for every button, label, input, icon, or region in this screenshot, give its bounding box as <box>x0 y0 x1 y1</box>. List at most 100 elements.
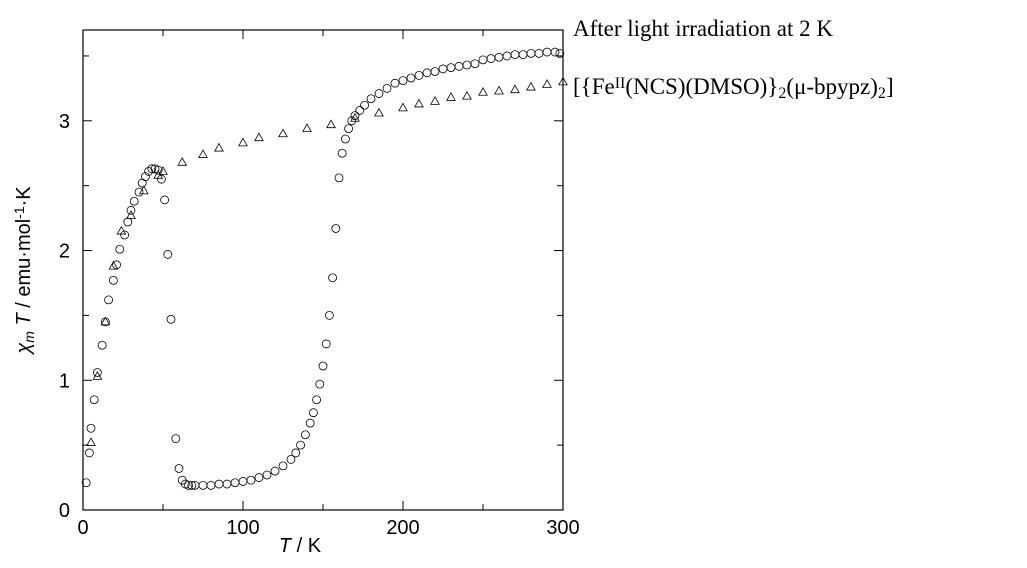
triangle-point <box>86 437 96 446</box>
circle-point <box>366 94 376 104</box>
circle-point <box>462 60 472 70</box>
circle-point <box>542 47 552 57</box>
circle-point <box>337 148 347 158</box>
triangle-point <box>177 157 188 166</box>
triangle-point <box>558 76 568 86</box>
triangle-point <box>100 316 111 326</box>
text-part: / K <box>291 535 322 557</box>
circle-point <box>109 275 118 285</box>
y-tick-label: 0 <box>59 500 70 522</box>
text-part: ·K <box>13 186 35 207</box>
circle-point <box>382 83 392 93</box>
triangle-point <box>92 371 103 380</box>
circle-point <box>206 480 216 490</box>
circle-point <box>270 466 280 476</box>
triangle-point <box>238 137 248 147</box>
x-tick-label: 200 <box>386 517 419 539</box>
text-part: / emu·mol <box>13 219 35 313</box>
circle-point <box>334 173 344 183</box>
circle-point <box>350 111 360 121</box>
circle-point <box>534 48 544 58</box>
plot-frame <box>82 29 564 511</box>
x-tick-label: 300 <box>546 517 579 539</box>
circle-point <box>414 71 424 80</box>
circle-point <box>238 477 248 486</box>
circle-point <box>300 430 310 440</box>
y-tick-label: 3 <box>59 111 70 133</box>
triangle-point <box>326 119 336 129</box>
circle-point <box>308 408 318 418</box>
text-part: T <box>13 311 35 325</box>
circle-point <box>187 480 197 490</box>
circle-point <box>163 250 173 259</box>
circle-point <box>518 50 528 60</box>
triangle-point <box>542 79 552 88</box>
text-part: -1 <box>11 206 27 219</box>
circle-point <box>315 379 325 389</box>
circle-point <box>140 172 150 181</box>
circle-point <box>502 51 512 61</box>
circle-point <box>104 295 113 305</box>
circle-point <box>555 48 565 58</box>
triangle-point <box>462 90 472 100</box>
circle-point <box>278 461 288 471</box>
triangle-point <box>108 260 119 270</box>
triangle-point <box>510 84 520 94</box>
y-tick-label: 1 <box>59 370 70 392</box>
circle-point <box>246 475 256 485</box>
x-tick-label: 0 <box>77 517 88 539</box>
triangle-point <box>494 85 504 95</box>
circle-point <box>93 368 102 377</box>
circle-point <box>160 195 170 205</box>
triangle-point <box>214 142 224 152</box>
text-part: 2 <box>878 85 886 102</box>
circle-point <box>198 480 208 490</box>
circle-point <box>550 47 560 57</box>
triangle-point <box>398 102 408 112</box>
x-tick-label: 100 <box>226 517 259 539</box>
triangle-point <box>126 210 136 219</box>
circle-point <box>230 478 240 488</box>
triangle-point <box>138 185 149 195</box>
circle-point <box>478 55 488 65</box>
circle-point <box>422 68 432 78</box>
text-part: (μ-bpypz) <box>786 74 878 99</box>
circle-point <box>166 314 176 324</box>
y-axis-label: χm T / emu·mol-1·K <box>11 186 36 356</box>
circle-point <box>296 440 306 450</box>
circle-point <box>286 455 296 464</box>
circle-point <box>312 395 322 405</box>
circle-point <box>470 59 480 69</box>
circle-point <box>360 100 370 110</box>
text-part: 2 <box>778 85 786 102</box>
triangle-point <box>478 86 488 96</box>
circle-point <box>398 76 408 85</box>
triangle-point <box>158 166 168 175</box>
triangle-point <box>254 132 264 142</box>
triangle-point <box>430 96 440 105</box>
circle-point <box>153 165 163 175</box>
triangle-point <box>526 81 536 91</box>
text-part: m <box>21 331 37 343</box>
circle-point <box>318 361 328 371</box>
circle-point <box>171 434 181 444</box>
circle-point <box>438 64 448 74</box>
circle-point <box>328 273 338 283</box>
circle-point <box>347 116 357 126</box>
circle-point <box>85 448 94 458</box>
text-part: After light irradiation at 2 K <box>573 16 833 41</box>
circle-point <box>156 174 166 184</box>
triangle-point <box>446 92 456 101</box>
circle-point <box>291 448 301 458</box>
circle-point <box>486 54 496 63</box>
circle-point <box>406 73 416 83</box>
text-part: ] <box>886 74 894 99</box>
circle-point <box>81 478 91 488</box>
circle-point <box>454 61 464 71</box>
circle-point <box>321 339 331 349</box>
circle-point <box>120 230 129 240</box>
circle-point <box>147 164 157 174</box>
circle-point <box>129 196 139 206</box>
circle-point <box>305 418 315 428</box>
